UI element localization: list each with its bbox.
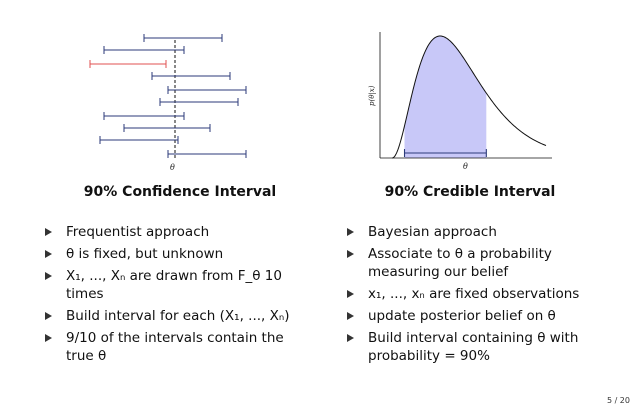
interval-hit [159, 98, 239, 106]
interval-miss [89, 60, 167, 68]
posterior-y-label: p(θ|x) [368, 85, 376, 106]
credible-interval-bar [403, 149, 487, 157]
bullet-item: Frequentist approach [42, 223, 312, 241]
interval-hit [167, 150, 247, 158]
confidence-interval-title: 90% Confidence Interval [83, 184, 277, 200]
credible-interval-title: 90% Credible Interval [384, 184, 556, 200]
bullet-item: X₁, ..., Xₙ are drawn from F_θ 10 times [42, 267, 312, 303]
bullet-triangle-icon [45, 228, 52, 236]
bullet-triangle-icon [347, 334, 354, 342]
bullet-item: Build interval for each (X₁, ..., Xₙ) [42, 307, 312, 325]
bullet-triangle-icon [45, 250, 52, 258]
bullet-triangle-icon [347, 290, 354, 298]
credible-region-fill [404, 36, 487, 158]
bullet-item: θ is fixed, but unknown [42, 245, 312, 263]
confidence-intervals-figure: θ [89, 34, 247, 172]
bayesian-bullet-list: Bayesian approach Associate to θ a proba… [344, 223, 609, 369]
interval-hit [167, 86, 247, 94]
bullet-triangle-icon [347, 250, 354, 258]
interval-hit [151, 72, 231, 80]
bullet-item: Build interval containing θ with probabi… [344, 329, 609, 365]
interval-hit [103, 46, 185, 54]
bullet-item: x₁, ..., xₙ are fixed observations [344, 285, 609, 303]
bullet-item: 9/10 of the intervals contain the true θ [42, 329, 312, 365]
posterior-curve [391, 35, 547, 159]
interval-hit [123, 124, 211, 132]
theta-axis-label: θ [170, 163, 175, 172]
frequentist-bullet-list: Frequentist approach θ is fixed, but unk… [42, 223, 312, 369]
interval-hit [99, 136, 179, 144]
bullet-item: update posterior belief on θ [344, 307, 609, 325]
bullet-item: Associate to θ a probability measuring o… [344, 245, 609, 281]
credible-interval-figure: p(θ|x) θ [368, 32, 552, 171]
bullet-triangle-icon [45, 272, 52, 280]
page-number: 5 / 20 [606, 396, 630, 405]
bullet-triangle-icon [347, 312, 354, 320]
bullet-item: Bayesian approach [344, 223, 609, 241]
interval-group [89, 34, 247, 158]
interval-hit [143, 34, 223, 42]
interval-hit [103, 112, 185, 120]
bullet-triangle-icon [347, 228, 354, 236]
bullet-triangle-icon [45, 312, 52, 320]
bullet-triangle-icon [45, 334, 52, 342]
theta-x-label: θ [463, 162, 468, 171]
